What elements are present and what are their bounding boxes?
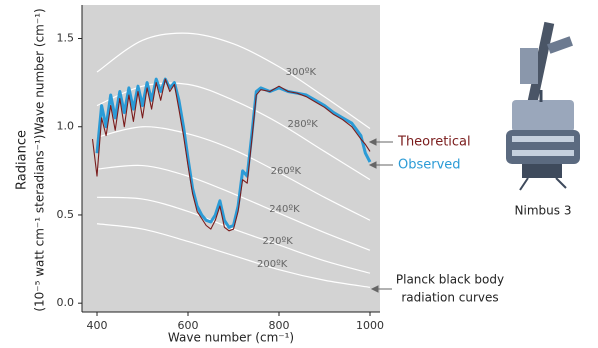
y-tick-label: 0.0 (57, 296, 75, 309)
legend-label: Observed (398, 158, 461, 173)
planck-label: 300ºK (286, 67, 317, 78)
x-tick-label: 800 (268, 319, 289, 332)
planck-curve (96, 126, 371, 221)
planck-label: 200ºK (257, 259, 288, 270)
image-caption: Nimbus 3 (515, 204, 572, 218)
planck-curve (96, 82, 371, 181)
x-tick-label: 400 (87, 319, 108, 332)
y-tick-label: 1.0 (57, 120, 75, 133)
planck-curve (96, 32, 371, 129)
y-label: Radiance (15, 130, 30, 190)
arrows (368, 138, 393, 293)
series-line (91, 78, 371, 232)
annotation: Planck black body (396, 273, 504, 287)
planck-label: 220ºK (262, 236, 293, 247)
y-tick-label: 1.5 (57, 32, 75, 45)
planck-curve (96, 223, 371, 288)
annotation: radiation curves (401, 291, 498, 305)
planck-curve (96, 164, 371, 251)
legend-label: Theoretical (397, 135, 471, 150)
satellite-illustration (506, 21, 580, 191)
x-tick-label: 1000 (356, 319, 384, 332)
planck-label: 240ºK (269, 204, 300, 215)
y-tick-label: 0.5 (57, 208, 75, 221)
x-tick-label: 600 (178, 319, 199, 332)
plot-area (82, 5, 380, 312)
y-label: (10⁻⁵ watt cm⁻¹ steradians⁻¹)Wave number… (33, 8, 47, 311)
planck-label: 260ºK (271, 166, 302, 177)
series-line (95, 77, 372, 229)
x-label: Wave number (cm⁻¹) (168, 331, 294, 345)
planck-label: 280ºK (287, 119, 318, 130)
